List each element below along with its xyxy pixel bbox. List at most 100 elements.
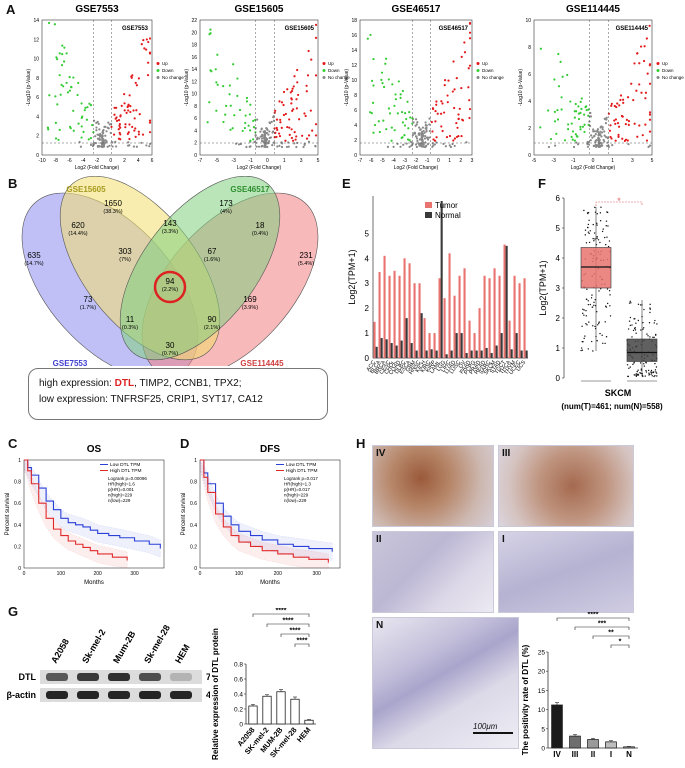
- g-sig-bracket: [294, 643, 310, 647]
- volcano-point: [457, 113, 460, 116]
- blot-lane-label: Mum-2B: [111, 629, 138, 665]
- volcano-point: [602, 138, 605, 142]
- volcano-point: [610, 102, 613, 105]
- volcano-point: [369, 111, 372, 114]
- f-point: [606, 302, 609, 305]
- volcano-point: [278, 144, 281, 147]
- venn-region-count: 143: [163, 219, 177, 228]
- volcano-point: [643, 45, 646, 48]
- d-stat: p(HR)=0.017: [284, 487, 310, 492]
- volcano-point: [644, 123, 647, 126]
- ihc-label-n: N: [376, 620, 384, 631]
- f-ytick: 0: [556, 374, 561, 383]
- f-point: [591, 294, 593, 296]
- volcano-point: [439, 112, 443, 115]
- f-point: [596, 311, 598, 313]
- volcano-point: [297, 93, 300, 97]
- h-ytick: 0: [541, 746, 545, 753]
- f-point: [592, 325, 594, 327]
- volcano-point: [241, 129, 244, 133]
- volcano-point: [132, 109, 135, 112]
- volcano-point: [215, 109, 218, 112]
- volcano-point: [442, 142, 445, 146]
- volcano-ylabel: -Log10 (p-Value): [184, 69, 190, 106]
- volcano-point: [596, 128, 600, 131]
- volcano-point: [129, 110, 132, 114]
- volcano-point: [592, 128, 595, 131]
- volcano-point: [419, 128, 422, 131]
- f-point: [655, 333, 657, 336]
- e-bar-normal: [380, 338, 383, 358]
- volcano-point: [128, 94, 131, 97]
- blot-row-label: DTL: [19, 672, 37, 682]
- volcano-legend-dot: [656, 69, 660, 72]
- h-xtick: III: [572, 750, 579, 759]
- f-point: [596, 222, 598, 225]
- e-bar-tumor: [438, 278, 441, 358]
- volcano-point: [576, 143, 580, 146]
- volcano-point: [101, 144, 104, 147]
- volcano-point: [453, 137, 457, 140]
- volcano-point: [421, 126, 425, 129]
- volcano-point: [573, 139, 576, 142]
- f-point: [648, 322, 651, 324]
- volcano-point: [262, 137, 266, 140]
- volcano-point: [86, 106, 89, 109]
- volcano-point: [88, 102, 91, 105]
- volcano-point: [468, 107, 472, 111]
- volcano-ytick: 6: [354, 108, 357, 114]
- f-point: [606, 211, 608, 213]
- f-point: [585, 323, 587, 325]
- volcano-point: [570, 122, 573, 125]
- volcano-point: [58, 128, 61, 131]
- f-point: [609, 294, 611, 296]
- volcano-point: [263, 130, 266, 133]
- c-xlabel: Months: [84, 580, 104, 586]
- e-ytick: 3: [365, 279, 370, 288]
- volcano-point: [209, 69, 212, 72]
- volcano-point: [94, 135, 97, 138]
- blot-band: [46, 673, 68, 681]
- volcano-point: [580, 107, 583, 111]
- volcano-point: [434, 109, 437, 113]
- volcano-point: [403, 134, 406, 137]
- f-point: [644, 375, 646, 377]
- f-point: [596, 224, 598, 226]
- volcano-point: [447, 79, 450, 82]
- f-point: [588, 219, 590, 222]
- volcano-point: [425, 129, 428, 133]
- d-stat: n(high)=229: [284, 493, 309, 498]
- volcano-xtick: -6: [67, 158, 72, 164]
- d-curve: [200, 459, 329, 563]
- volcano-xlabel: Log2 (Fold Change): [571, 165, 616, 171]
- e-bar-tumor: [518, 283, 521, 358]
- e-ytick: 5: [365, 229, 370, 238]
- f-point: [609, 315, 612, 317]
- e-bar-normal: [520, 350, 523, 358]
- venn-region-percent: (38.3%): [103, 209, 122, 215]
- panel-label-c: C: [8, 436, 18, 451]
- volcano-xtick: 0: [109, 158, 112, 164]
- e-ylabel: Log2(TPM+1): [347, 249, 357, 304]
- volcano-point: [572, 145, 576, 149]
- e-ytick: 1: [365, 329, 370, 338]
- volcano-ytick: 8: [36, 76, 39, 82]
- volcano-point: [249, 103, 252, 106]
- volcano-ytick: 10: [525, 18, 531, 24]
- c-xtick: 0: [23, 571, 26, 577]
- volcano-point: [411, 142, 414, 146]
- volcano-point: [77, 122, 80, 125]
- volcano-point: [589, 115, 593, 118]
- volcano-inset-label: GSE7553: [122, 26, 149, 32]
- volcano-point: [599, 130, 602, 133]
- volcano-point: [566, 73, 569, 77]
- c-xtick: 200: [94, 571, 103, 577]
- f-point: [639, 362, 642, 364]
- venn-region-percent: (1.6%): [204, 257, 220, 263]
- e-bar-normal: [465, 353, 468, 358]
- volcano-point: [461, 118, 464, 121]
- f-point: [649, 303, 651, 306]
- e-bar-tumor: [428, 333, 431, 358]
- d-title: DFS: [260, 444, 280, 455]
